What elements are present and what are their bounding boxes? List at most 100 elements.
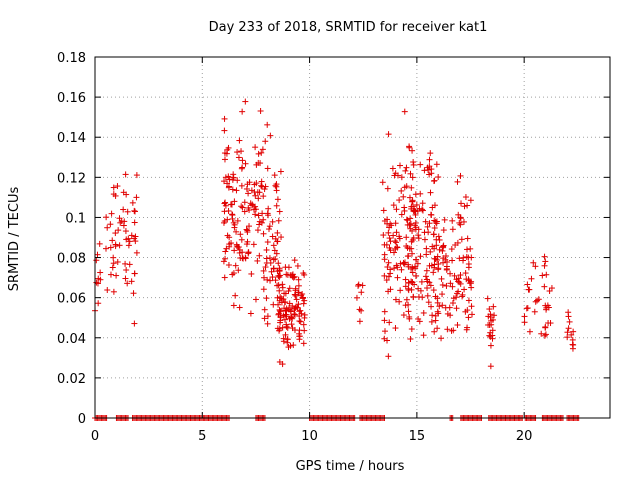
data-point — [300, 321, 307, 328]
data-point — [94, 280, 101, 287]
data-point — [225, 184, 232, 191]
data-point — [387, 247, 394, 254]
data-point — [252, 206, 259, 213]
data-point — [484, 295, 491, 302]
data-point — [359, 282, 366, 289]
data-point — [130, 290, 137, 297]
data-point — [565, 313, 572, 320]
data-point — [239, 204, 246, 211]
data-point — [221, 150, 228, 157]
data-point — [521, 313, 528, 320]
data-point — [393, 239, 400, 246]
data-point — [234, 177, 241, 184]
data-point — [222, 255, 229, 262]
y-tick-label: 0.12 — [57, 171, 86, 186]
data-point — [284, 339, 291, 346]
data-point — [221, 178, 228, 185]
data-point — [104, 287, 111, 294]
data-point — [428, 303, 435, 310]
data-point — [275, 272, 282, 279]
data-point — [433, 220, 440, 227]
data-point — [287, 307, 294, 314]
data-point — [458, 200, 465, 207]
data-point — [421, 236, 428, 243]
data-point — [456, 219, 463, 226]
data-point — [245, 190, 252, 197]
data-point — [223, 245, 230, 252]
data-point — [258, 149, 265, 156]
data-point — [380, 232, 387, 239]
data-point — [415, 315, 422, 322]
data-point — [390, 232, 397, 239]
data-point — [269, 274, 276, 281]
data-point — [286, 300, 293, 307]
chart-title: Day 233 of 2018, SRMTID for receiver kat… — [209, 20, 488, 35]
data-point — [295, 276, 302, 283]
data-point — [263, 246, 270, 253]
data-point — [122, 171, 129, 178]
data-point — [287, 314, 294, 321]
data-point — [258, 182, 265, 189]
data-point — [438, 335, 445, 342]
data-point — [276, 208, 283, 215]
data-point — [236, 304, 243, 311]
data-point — [297, 307, 304, 314]
data-point — [270, 242, 277, 249]
data-point — [392, 296, 399, 303]
data-point — [541, 332, 548, 339]
data-point — [385, 259, 392, 266]
data-point — [237, 254, 244, 261]
data-point — [251, 188, 258, 195]
data-point — [387, 286, 394, 293]
data-point — [275, 260, 282, 267]
data-point — [301, 297, 308, 304]
data-point — [296, 336, 303, 343]
data-point — [426, 220, 433, 227]
data-point — [468, 284, 475, 291]
data-point — [277, 308, 284, 315]
data-point — [486, 306, 493, 313]
data-point — [381, 272, 388, 279]
data-point — [117, 219, 124, 226]
data-point — [419, 207, 426, 214]
data-point — [430, 269, 437, 276]
data-point — [421, 229, 428, 236]
data-point — [409, 264, 416, 271]
data-point — [442, 252, 449, 259]
data-point — [129, 199, 136, 206]
data-point — [439, 291, 446, 298]
data-point — [246, 179, 253, 186]
data-point — [124, 208, 131, 215]
data-point — [460, 257, 467, 264]
data-point — [236, 246, 243, 253]
data-point — [224, 232, 231, 239]
data-point — [126, 261, 133, 268]
data-point — [491, 312, 498, 319]
data-point — [269, 233, 276, 240]
data-point — [253, 161, 260, 168]
data-point — [268, 268, 275, 275]
data-point — [229, 186, 236, 193]
data-point — [278, 299, 285, 306]
data-point — [252, 296, 259, 303]
data-point — [440, 259, 447, 266]
data-point — [95, 300, 102, 307]
data-point — [230, 174, 237, 181]
data-point — [405, 308, 412, 315]
data-point — [392, 220, 399, 227]
data-point — [221, 218, 228, 225]
data-point — [276, 287, 283, 294]
data-point — [468, 254, 475, 261]
data-point — [296, 330, 303, 337]
data-point — [292, 285, 299, 292]
data-point — [541, 262, 548, 269]
data-point — [429, 243, 436, 250]
data-point — [276, 327, 283, 334]
data-points — [92, 98, 582, 421]
data-point — [433, 161, 440, 168]
data-point — [295, 289, 302, 296]
data-point — [243, 226, 250, 233]
data-point — [386, 235, 393, 242]
data-point — [225, 173, 232, 180]
